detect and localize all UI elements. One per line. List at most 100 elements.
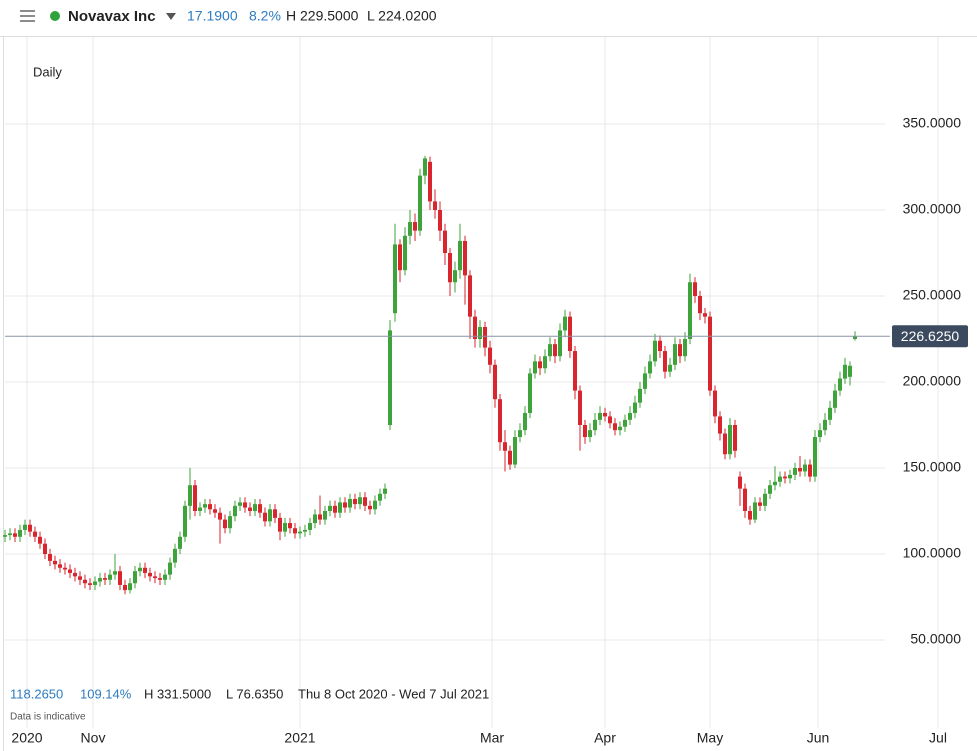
x-tick-label: Mar [480,730,504,746]
candle-body [233,505,237,517]
candle-body [613,423,617,431]
candle-body [103,578,107,580]
candle-body [423,158,427,176]
candle-body [698,296,702,314]
interval: Daily [33,64,62,79]
candle-body [273,509,277,518]
candle-body [298,531,302,534]
candle-body [173,548,177,563]
candle-body [63,567,67,570]
dropdown-arrow[interactable] [166,13,176,20]
candle-body [303,529,307,532]
candle-body [318,514,322,520]
candle-body [398,244,402,271]
x-tick-label: Apr [594,730,616,746]
candle-body [373,500,377,510]
candle-body [388,330,392,425]
candle-body [428,161,432,202]
candle-body [563,316,567,331]
candle-body [128,583,132,591]
candle-body [213,509,217,513]
y-tick-label: 50.0000 [910,631,961,647]
candle-body [293,528,297,534]
candle-body [513,437,517,465]
y-tick-label: 250.0000 [903,287,962,303]
candle-body [708,316,712,391]
candle-body [838,378,842,391]
candle-body [368,505,372,510]
candle-body [248,507,252,511]
candle-body [488,347,492,365]
candle-body [463,240,467,276]
candle-body [478,326,482,339]
candle-body [113,571,117,575]
candle-body [748,511,752,520]
candle-body [483,326,487,348]
candle-body [323,511,327,520]
candle-body [158,578,162,580]
candle-body [258,504,262,513]
candle-body [728,425,732,455]
candle-body [493,364,497,400]
candle-body [118,571,122,585]
candle-body [548,344,552,357]
candle-body [638,388,642,403]
change: 17.1900 [187,8,238,24]
candle-body [738,476,742,489]
candle-body [458,240,462,271]
candle-body [598,412,602,420]
candle-body [33,531,37,537]
candle-body [268,509,272,522]
candle-body [693,282,697,296]
candle-body [718,416,722,434]
candle-body [3,535,7,537]
menu-icon[interactable] [20,10,35,22]
candle-body [618,426,622,431]
candle-body [228,516,232,529]
candle-body [333,505,337,513]
candle-body [108,574,112,580]
candle-body [743,488,747,511]
x-tick-label: Nov [81,730,106,746]
candle-body [808,464,812,477]
candle-body [393,244,397,314]
y-tick-label: 300.0000 [903,201,962,217]
candle-body [253,504,257,511]
candle-body [363,497,367,506]
candle-body [733,425,737,451]
candle-body [503,442,507,451]
candle-body [603,412,607,417]
period-high: H 331.5000 [144,686,211,701]
candle-body [193,485,197,511]
candle-body [573,351,577,391]
disclaimer: Data is indicative [10,712,86,723]
candle-body [78,576,82,580]
candle-body [683,339,687,357]
candle-body [403,235,407,271]
candle-body [53,560,57,565]
candle-body [148,572,152,577]
candle-body [783,476,787,479]
candle-body [813,437,817,477]
candle-body [558,330,562,357]
candle-body [433,201,437,210]
candle-body [218,512,222,520]
candle-body [593,419,597,431]
candle-body [378,493,382,501]
candle-body [523,412,527,431]
candle-body [803,464,807,472]
candle-body [818,430,822,438]
candle-body [543,356,547,369]
x-tick-label: Jul [929,730,947,746]
candle-body [713,390,717,417]
candle-body [418,175,422,231]
candle-body [498,399,502,443]
candle-body [13,533,17,537]
candle-body [313,514,317,524]
candle-body [633,402,637,413]
day-high: H 229.5000 [286,8,359,24]
candle-body [833,390,837,408]
period-low: L 76.6350 [226,686,283,701]
